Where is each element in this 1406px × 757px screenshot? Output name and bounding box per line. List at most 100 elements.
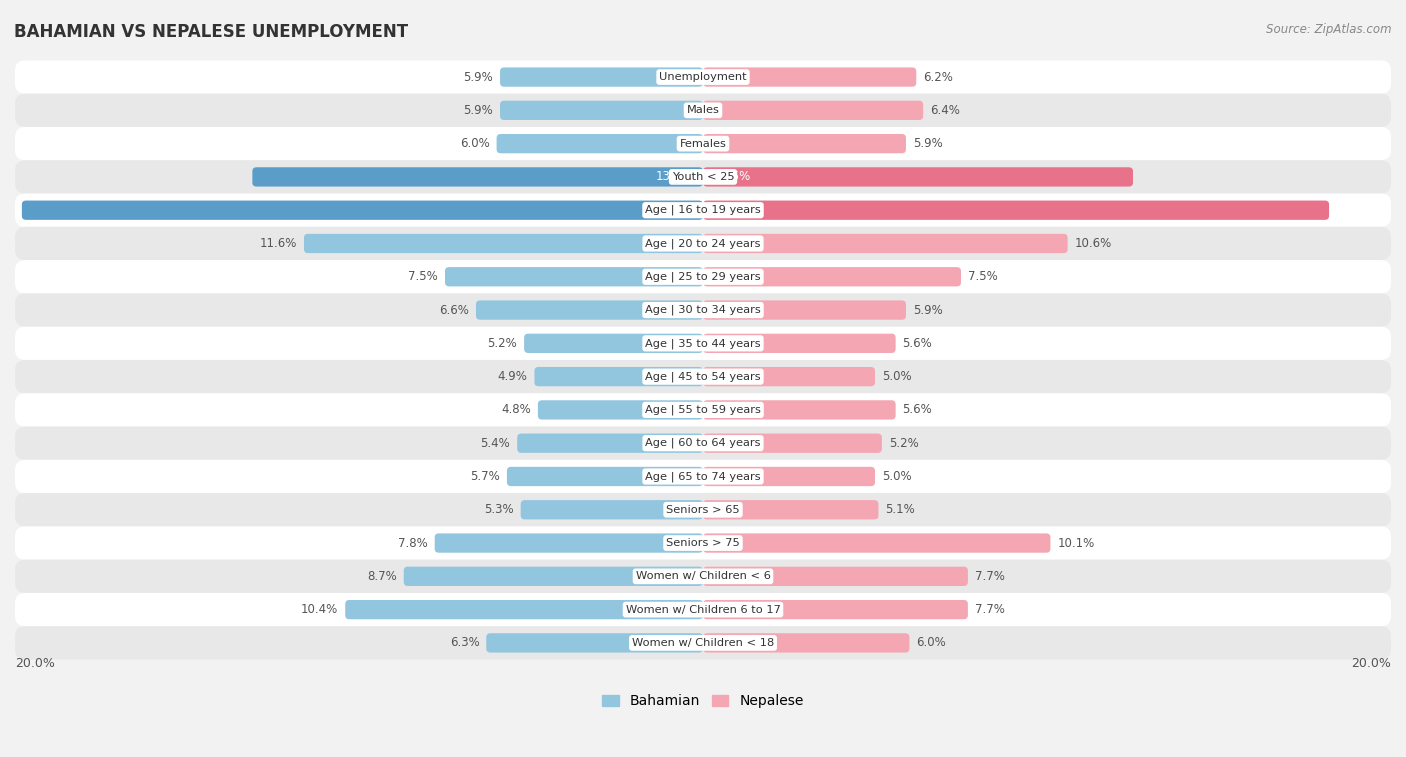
- FancyBboxPatch shape: [252, 167, 703, 186]
- Text: Age | 45 to 54 years: Age | 45 to 54 years: [645, 372, 761, 382]
- Text: 6.4%: 6.4%: [929, 104, 960, 117]
- Text: Unemployment: Unemployment: [659, 72, 747, 82]
- FancyBboxPatch shape: [703, 334, 896, 353]
- FancyBboxPatch shape: [346, 600, 703, 619]
- Text: Age | 35 to 44 years: Age | 35 to 44 years: [645, 338, 761, 348]
- Text: 5.3%: 5.3%: [484, 503, 513, 516]
- Text: Age | 30 to 34 years: Age | 30 to 34 years: [645, 305, 761, 316]
- FancyBboxPatch shape: [524, 334, 703, 353]
- FancyBboxPatch shape: [703, 467, 875, 486]
- FancyBboxPatch shape: [477, 301, 703, 319]
- Text: 7.5%: 7.5%: [967, 270, 998, 283]
- Text: 5.0%: 5.0%: [882, 370, 911, 383]
- FancyBboxPatch shape: [15, 61, 1391, 94]
- Text: 5.9%: 5.9%: [912, 137, 942, 150]
- Text: 13.1%: 13.1%: [655, 170, 693, 183]
- FancyBboxPatch shape: [703, 567, 967, 586]
- FancyBboxPatch shape: [15, 127, 1391, 160]
- FancyBboxPatch shape: [15, 459, 1391, 493]
- FancyBboxPatch shape: [15, 94, 1391, 127]
- Text: 6.0%: 6.0%: [460, 137, 489, 150]
- FancyBboxPatch shape: [520, 500, 703, 519]
- Text: Females: Females: [679, 139, 727, 148]
- FancyBboxPatch shape: [703, 234, 1067, 253]
- Text: Males: Males: [686, 105, 720, 115]
- Text: 6.2%: 6.2%: [924, 70, 953, 83]
- Text: Seniors > 65: Seniors > 65: [666, 505, 740, 515]
- FancyBboxPatch shape: [15, 327, 1391, 360]
- Text: 19.8%: 19.8%: [655, 204, 693, 217]
- Text: 12.5%: 12.5%: [713, 170, 751, 183]
- FancyBboxPatch shape: [15, 526, 1391, 559]
- FancyBboxPatch shape: [703, 167, 1133, 186]
- Text: 5.9%: 5.9%: [464, 104, 494, 117]
- FancyBboxPatch shape: [703, 534, 1050, 553]
- Text: BAHAMIAN VS NEPALESE UNEMPLOYMENT: BAHAMIAN VS NEPALESE UNEMPLOYMENT: [14, 23, 408, 41]
- Text: Age | 60 to 64 years: Age | 60 to 64 years: [645, 438, 761, 448]
- FancyBboxPatch shape: [15, 360, 1391, 394]
- FancyBboxPatch shape: [446, 267, 703, 286]
- Text: 5.7%: 5.7%: [470, 470, 501, 483]
- Text: 4.9%: 4.9%: [498, 370, 527, 383]
- FancyBboxPatch shape: [15, 493, 1391, 526]
- Text: 11.6%: 11.6%: [260, 237, 297, 250]
- Text: Age | 20 to 24 years: Age | 20 to 24 years: [645, 238, 761, 249]
- Text: Women w/ Children < 18: Women w/ Children < 18: [631, 638, 775, 648]
- Text: 5.9%: 5.9%: [912, 304, 942, 316]
- FancyBboxPatch shape: [15, 194, 1391, 227]
- Text: 6.3%: 6.3%: [450, 637, 479, 650]
- Text: 6.6%: 6.6%: [439, 304, 470, 316]
- FancyBboxPatch shape: [703, 267, 960, 286]
- Text: 10.6%: 10.6%: [1074, 237, 1112, 250]
- FancyBboxPatch shape: [517, 434, 703, 453]
- FancyBboxPatch shape: [434, 534, 703, 553]
- Text: 20.0%: 20.0%: [15, 657, 55, 670]
- FancyBboxPatch shape: [304, 234, 703, 253]
- FancyBboxPatch shape: [703, 67, 917, 87]
- FancyBboxPatch shape: [501, 101, 703, 120]
- Text: 7.5%: 7.5%: [408, 270, 439, 283]
- Text: 5.1%: 5.1%: [886, 503, 915, 516]
- FancyBboxPatch shape: [534, 367, 703, 386]
- FancyBboxPatch shape: [15, 426, 1391, 459]
- FancyBboxPatch shape: [703, 367, 875, 386]
- Text: 5.4%: 5.4%: [481, 437, 510, 450]
- FancyBboxPatch shape: [703, 600, 967, 619]
- Text: 7.8%: 7.8%: [398, 537, 427, 550]
- FancyBboxPatch shape: [703, 101, 924, 120]
- Text: Age | 25 to 29 years: Age | 25 to 29 years: [645, 272, 761, 282]
- Text: 5.0%: 5.0%: [882, 470, 911, 483]
- FancyBboxPatch shape: [15, 394, 1391, 426]
- FancyBboxPatch shape: [15, 260, 1391, 294]
- Text: 10.4%: 10.4%: [301, 603, 339, 616]
- FancyBboxPatch shape: [15, 593, 1391, 626]
- Text: Age | 55 to 59 years: Age | 55 to 59 years: [645, 405, 761, 415]
- FancyBboxPatch shape: [703, 134, 905, 153]
- FancyBboxPatch shape: [703, 301, 905, 319]
- Text: 8.7%: 8.7%: [367, 570, 396, 583]
- FancyBboxPatch shape: [15, 227, 1391, 260]
- Text: Age | 16 to 19 years: Age | 16 to 19 years: [645, 205, 761, 216]
- FancyBboxPatch shape: [703, 400, 896, 419]
- FancyBboxPatch shape: [703, 434, 882, 453]
- Text: 5.2%: 5.2%: [488, 337, 517, 350]
- Text: Seniors > 75: Seniors > 75: [666, 538, 740, 548]
- Text: 18.2%: 18.2%: [713, 204, 751, 217]
- FancyBboxPatch shape: [15, 626, 1391, 659]
- FancyBboxPatch shape: [501, 67, 703, 87]
- FancyBboxPatch shape: [15, 559, 1391, 593]
- FancyBboxPatch shape: [404, 567, 703, 586]
- FancyBboxPatch shape: [15, 294, 1391, 327]
- Text: 5.6%: 5.6%: [903, 403, 932, 416]
- Text: Women w/ Children 6 to 17: Women w/ Children 6 to 17: [626, 605, 780, 615]
- FancyBboxPatch shape: [22, 201, 703, 220]
- Text: 5.6%: 5.6%: [903, 337, 932, 350]
- FancyBboxPatch shape: [15, 160, 1391, 194]
- FancyBboxPatch shape: [496, 134, 703, 153]
- FancyBboxPatch shape: [508, 467, 703, 486]
- Text: 6.0%: 6.0%: [917, 637, 946, 650]
- FancyBboxPatch shape: [703, 634, 910, 653]
- Text: Youth < 25: Youth < 25: [672, 172, 734, 182]
- Text: 5.2%: 5.2%: [889, 437, 918, 450]
- Text: 5.9%: 5.9%: [464, 70, 494, 83]
